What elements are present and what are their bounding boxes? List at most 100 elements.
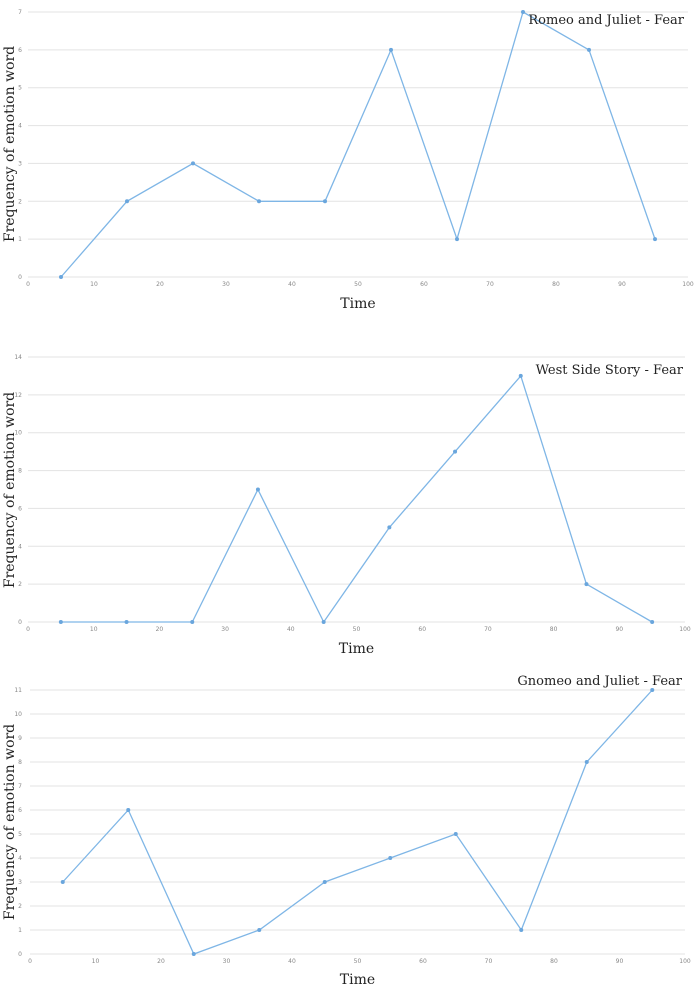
data-point bbox=[125, 199, 129, 204]
x-tick-label: 90 bbox=[616, 958, 624, 965]
data-point bbox=[387, 525, 392, 530]
y-tick-label: 8 bbox=[18, 468, 22, 475]
x-tick-label: 70 bbox=[486, 281, 494, 288]
y-tick-label: 5 bbox=[18, 831, 22, 838]
data-point bbox=[124, 620, 129, 624]
y-tick-label: 10 bbox=[14, 711, 22, 718]
x-tick-label: 90 bbox=[618, 281, 626, 288]
y-tick-label: 12 bbox=[14, 392, 22, 399]
data-point bbox=[58, 620, 63, 624]
data-point bbox=[60, 880, 65, 884]
x-axis-label: Time bbox=[340, 296, 375, 312]
data-point bbox=[453, 449, 458, 454]
chart-3: 0 1 2 3 4 5 6 7 8 9 10 11 0 10 20 30 40 50 60 70 80 90 100 Gnom… bbox=[2, 674, 691, 988]
y-axis-label: Frequency of emotion word bbox=[2, 724, 18, 920]
x-tick-label: 10 bbox=[92, 958, 100, 965]
y-tick-label: 0 bbox=[18, 274, 22, 281]
data-point bbox=[257, 928, 262, 932]
x-tick-label: 0 bbox=[28, 958, 32, 965]
data-point bbox=[191, 952, 196, 956]
x-tick-label: 70 bbox=[485, 958, 493, 965]
data-point bbox=[255, 487, 260, 492]
data-point bbox=[455, 237, 459, 242]
data-point bbox=[653, 237, 657, 242]
x-tick-label: 20 bbox=[156, 626, 164, 633]
x-tick-label: 40 bbox=[288, 281, 296, 288]
x-tick-label: 80 bbox=[550, 626, 558, 633]
series-line bbox=[62, 689, 653, 955]
y-tick-label: 3 bbox=[18, 879, 22, 886]
x-tick-label: 10 bbox=[90, 626, 98, 633]
y-tick-label: 6 bbox=[18, 47, 22, 54]
y-tick-label: 9 bbox=[18, 735, 22, 742]
x-tick-label: 50 bbox=[354, 281, 362, 288]
y-tick-label: 7 bbox=[18, 9, 22, 16]
y-tick-label: 1 bbox=[18, 236, 22, 243]
y-tick-label: 5 bbox=[18, 85, 22, 92]
y-tick-label: 11 bbox=[14, 687, 22, 694]
x-tick-label: 70 bbox=[484, 626, 492, 633]
x-tick-label: 100 bbox=[679, 958, 691, 965]
chart-title: Romeo and Juliet - Fear bbox=[528, 13, 684, 28]
data-point bbox=[518, 373, 523, 378]
y-tick-label: 2 bbox=[18, 198, 22, 205]
y-tick-label: 2 bbox=[18, 581, 22, 588]
x-tick-label: 80 bbox=[550, 958, 558, 965]
data-point bbox=[59, 275, 63, 279]
chart-title: West Side Story - Fear bbox=[536, 363, 684, 378]
series-line bbox=[60, 374, 653, 624]
data-point bbox=[323, 199, 327, 204]
y-tick-label: 0 bbox=[18, 951, 22, 958]
y-tick-label: 3 bbox=[18, 160, 22, 167]
data-point bbox=[650, 688, 655, 692]
data-point bbox=[587, 47, 591, 52]
data-point bbox=[453, 832, 458, 836]
data-point bbox=[322, 880, 327, 884]
data-point bbox=[389, 47, 393, 52]
x-tick-label: 40 bbox=[288, 958, 296, 965]
y-tick-label: 1 bbox=[18, 927, 22, 934]
y-tick-label: 4 bbox=[18, 123, 22, 130]
data-point bbox=[190, 620, 195, 624]
x-axis-label: Time bbox=[340, 972, 375, 988]
data-point bbox=[191, 161, 195, 166]
data-point bbox=[388, 856, 393, 860]
chart-title: Gnomeo and Juliet - Fear bbox=[517, 674, 682, 689]
y-tick-label: 7 bbox=[18, 783, 22, 790]
x-tick-label: 30 bbox=[221, 626, 229, 633]
data-point bbox=[321, 620, 326, 624]
y-tick-label: 6 bbox=[18, 807, 22, 814]
series-line bbox=[60, 11, 656, 278]
y-tick-label: 2 bbox=[18, 903, 22, 910]
y-axis-label: Frequency of emotion word bbox=[2, 46, 18, 242]
x-tick-label: 100 bbox=[682, 281, 694, 288]
data-point bbox=[584, 582, 589, 587]
x-axis-label: Time bbox=[339, 641, 374, 657]
x-tick-label: 50 bbox=[354, 958, 362, 965]
y-tick-label: 0 bbox=[18, 619, 22, 626]
x-tick-label: 10 bbox=[90, 281, 98, 288]
y-tick-label: 8 bbox=[18, 759, 22, 766]
data-point bbox=[521, 10, 525, 14]
y-tick-label: 4 bbox=[18, 543, 22, 550]
x-tick-label: 60 bbox=[418, 626, 426, 633]
chart-2: 0 2 4 6 8 10 12 14 0 10 20 30 40 50 60 70 80 90 100 West Si… bbox=[2, 354, 691, 657]
x-tick-label: 20 bbox=[156, 281, 164, 288]
x-tick-label: 40 bbox=[287, 626, 295, 633]
x-tick-label: 80 bbox=[552, 281, 560, 288]
y-tick-label: 14 bbox=[14, 354, 22, 361]
data-point bbox=[519, 928, 524, 932]
y-tick-label: 10 bbox=[14, 430, 22, 437]
y-tick-label: 6 bbox=[18, 505, 22, 512]
y-tick-label: 4 bbox=[18, 855, 22, 862]
y-axis-label: Frequency of emotion word bbox=[2, 392, 18, 588]
x-tick-label: 100 bbox=[679, 626, 691, 633]
data-point bbox=[257, 199, 261, 204]
x-tick-label: 0 bbox=[26, 626, 30, 633]
data-point bbox=[126, 808, 131, 812]
x-tick-label: 50 bbox=[353, 626, 361, 633]
x-tick-label: 60 bbox=[420, 281, 428, 288]
x-tick-label: 30 bbox=[223, 958, 231, 965]
